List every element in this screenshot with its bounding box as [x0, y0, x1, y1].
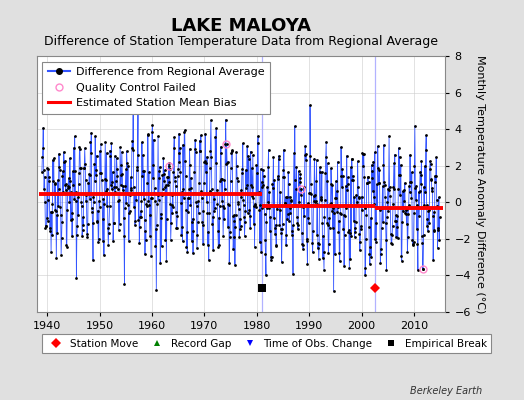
- Text: Difference of Station Temperature Data from Regional Average: Difference of Station Temperature Data f…: [44, 36, 438, 48]
- Text: Berkeley Earth: Berkeley Earth: [410, 386, 482, 396]
- Legend: Station Move, Record Gap, Time of Obs. Change, Empirical Break: Station Move, Record Gap, Time of Obs. C…: [42, 334, 491, 353]
- Y-axis label: Monthly Temperature Anomaly Difference (°C): Monthly Temperature Anomaly Difference (…: [475, 55, 485, 313]
- Text: LAKE MALOYA: LAKE MALOYA: [171, 17, 311, 35]
- Legend: Difference from Regional Average, Quality Control Failed, Estimated Station Mean: Difference from Regional Average, Qualit…: [42, 62, 270, 114]
